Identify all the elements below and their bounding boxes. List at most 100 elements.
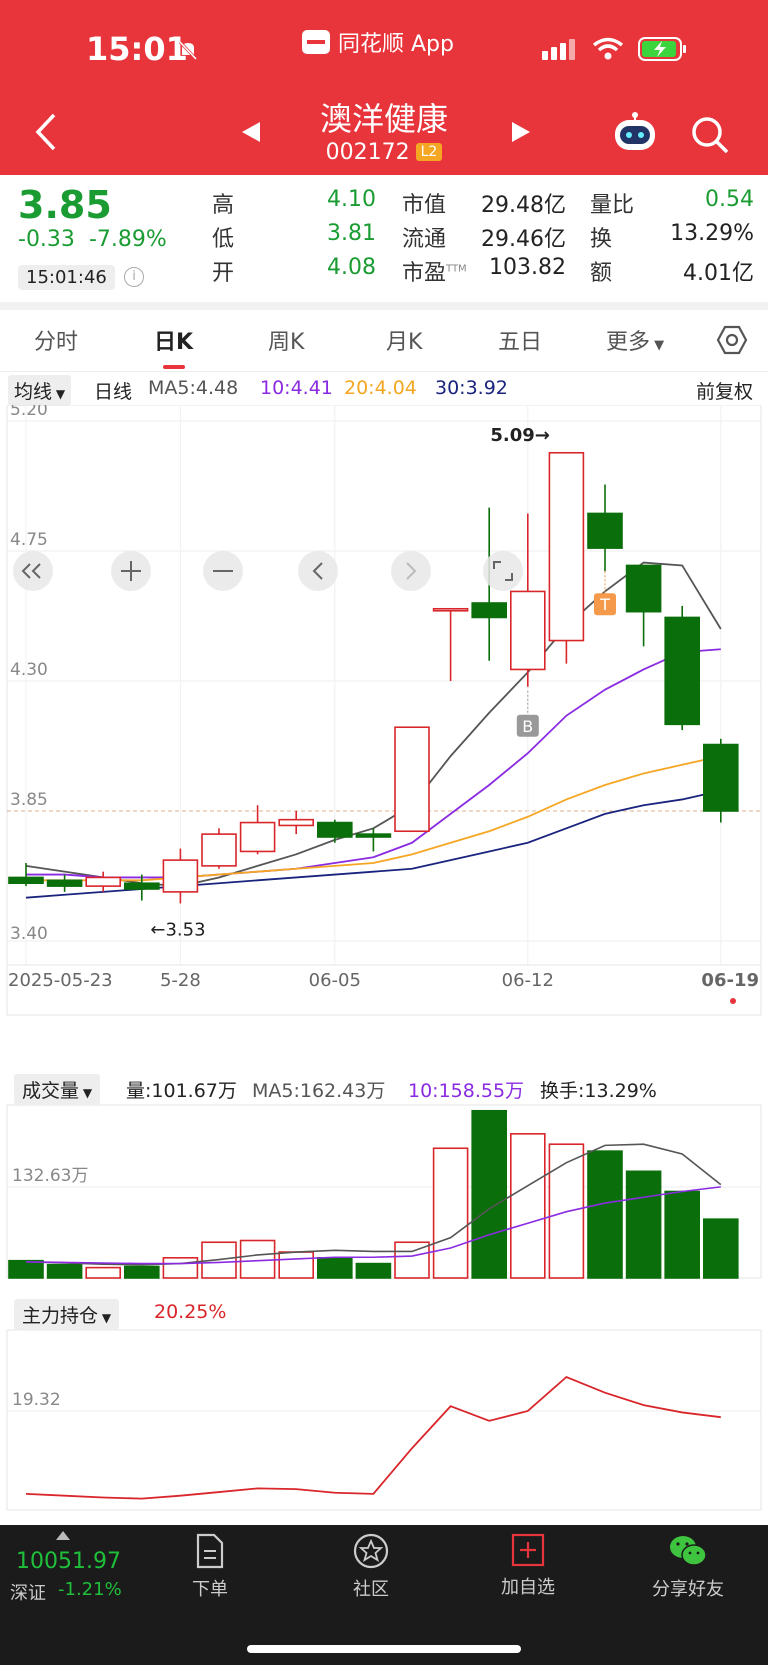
tab-daily-k[interactable]: 日K (154, 330, 194, 355)
candle-body (278, 818, 315, 827)
value-pe: 103.82 (489, 255, 566, 280)
ai-robot-icon[interactable] (612, 112, 658, 154)
kline-x-tick: 2025-05-23 (8, 970, 113, 991)
tab-more[interactable]: 更多 ▼ (606, 324, 664, 356)
volume-ma10: 10:158.55万 (408, 1080, 525, 1102)
tab-five-day[interactable]: 五日 (498, 330, 543, 355)
active-tab-indicator (163, 365, 185, 369)
index-name: 深证 (10, 1583, 46, 1604)
tab-weekly-k[interactable]: 周K (268, 330, 305, 355)
holding-select[interactable]: 主力持仓 ▼ (14, 1299, 120, 1330)
quote-panel: 3.85 -0.33 -7.89% 15:01:46 i 高 4.10 低 3.… (0, 175, 768, 305)
quote-time: 15:01:46 (18, 265, 115, 290)
scroll-left-button[interactable] (298, 551, 338, 591)
volume-bar (8, 1259, 44, 1279)
label-open: 开 (212, 261, 235, 286)
kline-x-tick: 06-05 (309, 970, 361, 991)
fullscreen-icon (493, 561, 513, 581)
chart-area[interactable]: 5.20 4.75 4.30 3.85 3.40 2025-05-23 5-28 06-05 0… (0, 405, 768, 1515)
ma-legend-row: 均线 ▼ 日线 MA5:4.48 10:4.41 20:4.04 30:3.92… (0, 373, 768, 406)
volume-bar (625, 1170, 662, 1279)
low-annotation: ←3.53 (150, 919, 205, 940)
holding-value: 20.25% (154, 1301, 227, 1323)
value-market-cap: 29.48亿 (481, 193, 566, 218)
ma20-line (26, 755, 721, 882)
scroll-right-button[interactable] (391, 551, 431, 591)
nav-share-label: 分享好友 (652, 1579, 724, 1600)
tab-more-caret-icon: ▼ (650, 338, 665, 353)
candle-body (702, 743, 739, 812)
value-volume-ratio: 0.54 (705, 187, 754, 212)
index-expand-icon[interactable] (56, 1531, 70, 1540)
kline-y-tick: 3.85 (10, 790, 48, 810)
buy-marker (516, 714, 539, 737)
buy-marker-label: B (522, 717, 533, 736)
volume-bar (278, 1251, 315, 1279)
tab-intraday[interactable]: 分时 (34, 330, 79, 355)
kline-y-tick: 5.20 (10, 405, 48, 420)
latest-date-dot (730, 998, 736, 1004)
kline-x-tick: 06-19 (701, 970, 759, 991)
volume-caret-icon: ▼ (79, 1086, 93, 1100)
index-change: -1.21% (58, 1579, 122, 1600)
scroll-left-icon (312, 562, 323, 580)
trade-marker-label: T (599, 595, 610, 614)
nav-community[interactable]: 社区 (311, 1533, 431, 1601)
info-icon[interactable]: i (124, 267, 144, 287)
bottom-bar: 10051.97 深证 -1.21% 下单 社区 加自选 (0, 1525, 768, 1665)
ma20-value: 20:4.04 (344, 377, 417, 399)
value-amount: 4.01亿 (683, 261, 754, 286)
candle-body (316, 821, 353, 838)
kline-frame (6, 405, 762, 1016)
app-badge[interactable]: 同花顺 App (302, 26, 454, 58)
volume-ma5-line (25, 1143, 722, 1266)
kline-candles[interactable] (8, 451, 739, 904)
volume-bar (124, 1265, 160, 1279)
value-float-cap: 29.46亿 (481, 227, 566, 252)
label-amount: 额 (590, 261, 613, 286)
next-stock-icon[interactable] (510, 120, 532, 144)
candle-body (124, 882, 160, 890)
holding-y-tick: 19.32 (12, 1390, 61, 1410)
label-pe: 市盈TTM (402, 255, 467, 287)
prev-stock-icon[interactable] (240, 120, 262, 144)
volume-bars[interactable] (8, 1109, 739, 1279)
volume-select[interactable]: 成交量 ▼ (14, 1074, 101, 1105)
kline-x-tick: 06-12 (502, 970, 554, 991)
label-volume-ratio: 量比 (590, 193, 635, 218)
settings-hexagon-icon[interactable] (716, 324, 748, 356)
candle-body (162, 859, 199, 893)
candle-body (509, 590, 546, 671)
index-value[interactable]: 10051.97 (16, 1549, 121, 1574)
nav-add-watchlist-label: 加自选 (501, 1577, 555, 1598)
back-icon[interactable] (34, 112, 58, 152)
kline-y-tick: 4.30 (10, 660, 48, 680)
candle-body (664, 616, 701, 726)
volume-bar (432, 1147, 469, 1279)
fullscreen-button[interactable] (483, 551, 523, 591)
bell-muted-icon (178, 40, 198, 61)
nav-add-watchlist[interactable]: 加自选 (468, 1533, 588, 1599)
l2-badge[interactable]: L2 (415, 143, 443, 161)
volume-y-tick: 132.63万 (12, 1166, 88, 1186)
volume-bar (587, 1150, 623, 1279)
volume-bar (355, 1262, 392, 1279)
candle-body (394, 726, 430, 833)
tab-monthly-k[interactable]: 月K (386, 330, 423, 355)
nav-order[interactable]: 下单 (150, 1533, 270, 1601)
candle-body (548, 451, 585, 642)
app-name: 同花顺 App (338, 32, 454, 57)
candle-body (625, 564, 662, 613)
indicator-select[interactable]: 均线 ▼ (8, 375, 72, 406)
volume-ma5: MA5:162.43万 (252, 1080, 386, 1102)
search-icon[interactable] (690, 115, 730, 155)
top-bar: 15:01 同花顺 App (0, 0, 768, 175)
home-indicator[interactable] (247, 1645, 521, 1653)
label-low: 低 (212, 227, 235, 252)
stock-code: 002172 (325, 140, 410, 165)
holding-line (25, 1375, 721, 1500)
nav-share[interactable]: 分享好友 (628, 1533, 748, 1601)
ma5-value: MA5:4.48 (148, 377, 239, 399)
adjust-toggle[interactable]: 前复权 (696, 381, 754, 403)
